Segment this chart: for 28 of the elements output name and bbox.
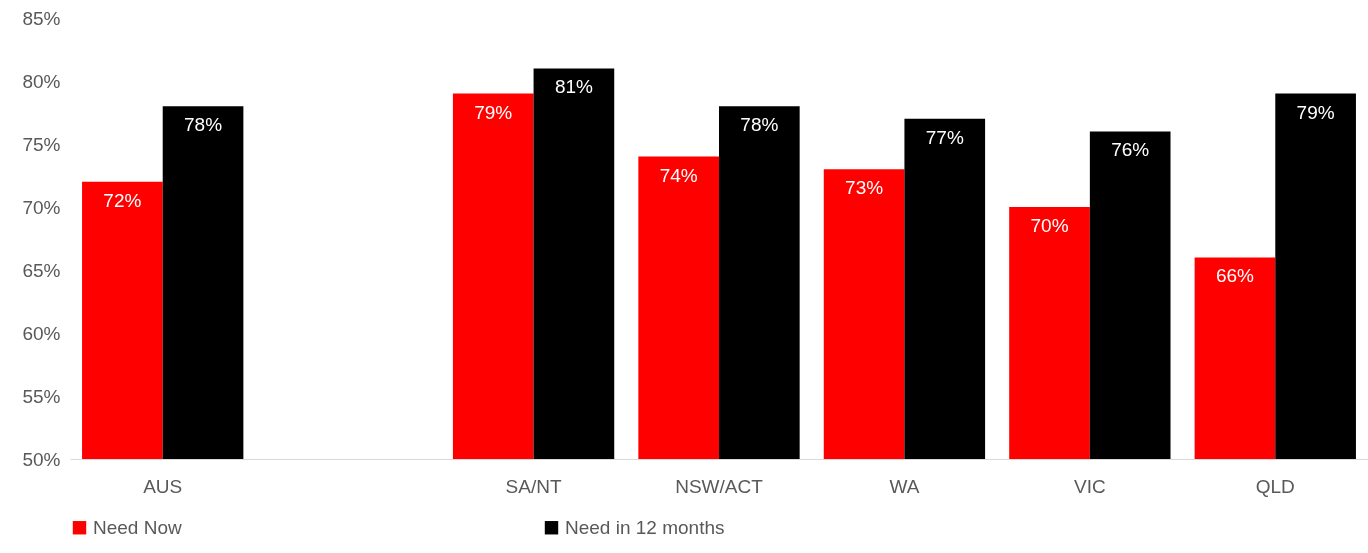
x-tick-label: NSW/ACT <box>675 475 764 497</box>
data-label: 79% <box>1296 101 1335 123</box>
legend-label: Need in 12 months <box>565 516 725 538</box>
x-tick-label: SA/NT <box>505 475 562 497</box>
data-label: 79% <box>474 101 513 123</box>
data-label: 78% <box>184 114 223 136</box>
x-tick-label: WA <box>889 475 920 497</box>
x-tick-label: QLD <box>1255 475 1295 497</box>
data-label: 77% <box>925 126 964 148</box>
y-tick-label: 60% <box>22 322 61 344</box>
y-tick-label: 85% <box>22 7 61 29</box>
y-tick-label: 75% <box>22 133 61 155</box>
legend-label: Need Now <box>93 516 182 538</box>
data-label: 66% <box>1215 265 1255 287</box>
y-tick-label: 50% <box>22 448 61 470</box>
data-label: 74% <box>659 164 698 186</box>
y-tick-label: 70% <box>22 196 61 218</box>
y-tick-label: 55% <box>22 385 61 407</box>
data-label: 70% <box>1030 215 1069 236</box>
data-label: 81% <box>554 76 594 98</box>
data-label: 72% <box>103 189 142 211</box>
y-tick-label: 80% <box>22 70 61 92</box>
y-tick-label: 65% <box>22 259 61 281</box>
data-label: 76% <box>1111 139 1150 161</box>
x-tick-label: AUS <box>143 475 183 497</box>
data-label: 73% <box>845 177 884 199</box>
x-tick-label: VIC <box>1074 475 1106 497</box>
data-label: 78% <box>740 114 779 136</box>
